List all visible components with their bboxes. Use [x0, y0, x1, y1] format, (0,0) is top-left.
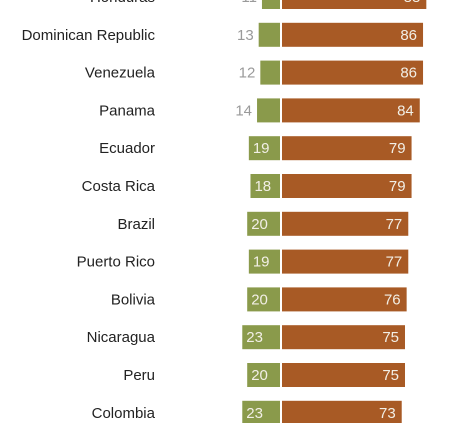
bar-right	[282, 325, 405, 350]
value-label-left: 18	[254, 178, 271, 195]
value-label-right: 88	[404, 0, 421, 6]
country-label: Peru	[123, 367, 155, 384]
chart-row: Panama 14 84	[99, 98, 420, 123]
value-label-right: 75	[382, 329, 399, 346]
bar-right	[282, 98, 420, 123]
bar-right	[282, 0, 427, 9]
bar-left	[242, 400, 280, 423]
country-label: Ecuador	[99, 140, 155, 157]
value-label-right: 86	[400, 65, 417, 82]
bar-left	[247, 211, 280, 236]
bar-right	[282, 400, 402, 423]
bar-left	[248, 249, 280, 274]
chart-row: Dominican Republic 13 86	[22, 22, 424, 47]
chart-row: Peru 20 75	[123, 363, 405, 387]
value-label-right: 79	[389, 178, 406, 195]
bar-right	[282, 60, 424, 85]
value-label-left: 13	[237, 27, 254, 44]
value-label-left: 19	[253, 254, 270, 271]
chart-row: Brazil 20 77	[117, 211, 409, 236]
value-label-right: 77	[386, 216, 403, 233]
bar-right	[282, 136, 412, 161]
value-label-left: 23	[246, 329, 263, 346]
bar-left	[258, 22, 280, 47]
bar-left	[260, 60, 280, 85]
bar-right	[282, 363, 405, 387]
bar-right	[282, 211, 409, 236]
value-label-left: 14	[235, 102, 252, 119]
value-label-left: 20	[251, 216, 268, 233]
country-label: Honduras	[90, 0, 155, 6]
country-label: Costa Rica	[82, 178, 156, 195]
value-label-right: 86	[400, 27, 417, 44]
value-label-left: 20	[251, 367, 268, 384]
country-label: Colombia	[92, 405, 156, 422]
country-label: Panama	[99, 102, 156, 119]
value-label-right: 84	[397, 102, 414, 119]
chart-row: Nicaragua 23 75	[87, 325, 405, 350]
value-label-left: 20	[251, 291, 268, 308]
value-label-right: 75	[382, 367, 399, 384]
value-label-right: 77	[386, 254, 403, 271]
country-label: Bolivia	[111, 291, 156, 308]
chart-row: Bolivia 20 76	[111, 287, 407, 312]
chart-row: Venezuela 12 86	[85, 60, 424, 85]
country-label: Nicaragua	[87, 329, 156, 346]
bar-right	[282, 287, 407, 312]
chart-row: Ecuador 19 79	[99, 136, 412, 161]
bar-right	[282, 249, 409, 274]
bar-left	[247, 287, 280, 312]
chart-row: Puerto Rico 19 77	[77, 249, 409, 274]
country-label: Brazil	[117, 216, 155, 233]
value-label-right: 73	[379, 405, 396, 422]
bar-left	[257, 98, 280, 123]
bar-left	[242, 325, 280, 350]
bar-left	[250, 174, 280, 198]
value-label-left: 19	[253, 140, 270, 157]
bar-left	[261, 0, 280, 9]
chart-row: Costa Rica 18 79	[82, 174, 412, 198]
value-label-right: 76	[384, 291, 401, 308]
country-label: Puerto Rico	[77, 254, 155, 271]
bar-left	[247, 363, 280, 387]
bar-right	[282, 174, 412, 198]
value-label-left: 23	[246, 405, 263, 422]
bar-left	[248, 136, 280, 161]
chart-row: Honduras 11 88	[90, 0, 427, 9]
value-label-right: 79	[389, 140, 406, 157]
bar-right	[282, 22, 424, 47]
chart-row: Colombia 23 73	[92, 400, 402, 423]
value-label-left: 11	[241, 0, 257, 6]
value-label-left: 12	[239, 65, 256, 82]
country-label: Venezuela	[85, 65, 156, 82]
country-label: Dominican Republic	[22, 27, 156, 44]
